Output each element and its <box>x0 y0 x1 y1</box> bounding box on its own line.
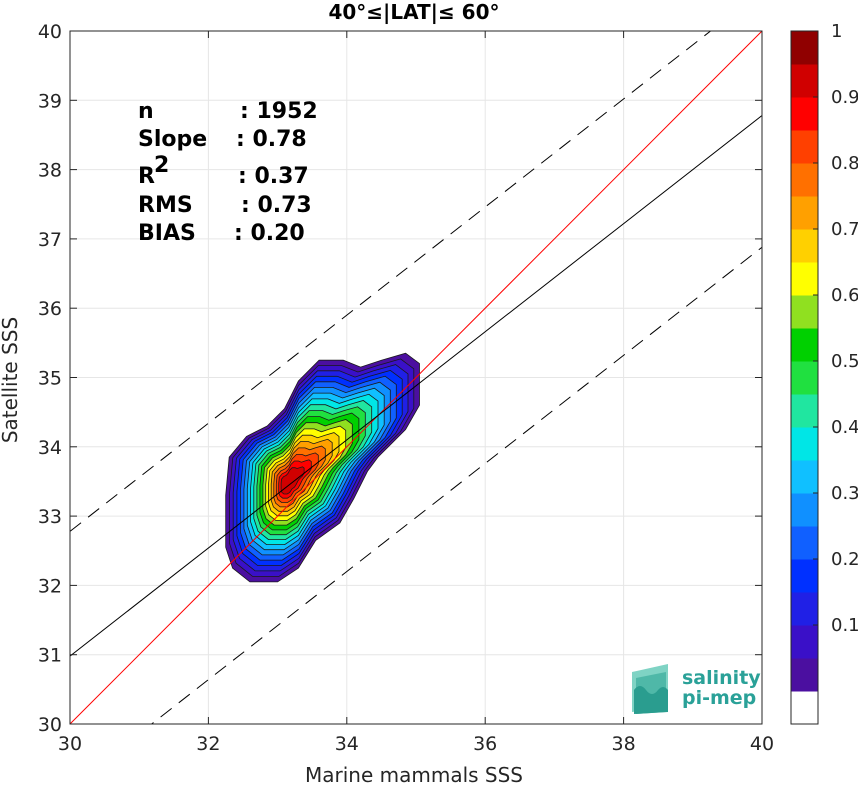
y-tick-label: 36 <box>38 298 62 320</box>
colorbar-segment <box>791 460 818 494</box>
colorbar-segment <box>791 493 818 527</box>
x-tick-label: 40 <box>750 733 774 755</box>
colorbar-tick-label: 0.8 <box>831 153 858 174</box>
colorbar-tick-label: 0.4 <box>831 417 858 438</box>
y-tick-label: 33 <box>38 506 62 528</box>
line-upper-bound <box>70 31 712 532</box>
y-axis: 30 31 32 33 34 35 36 37 38 39 40 <box>38 21 762 736</box>
y-tick-label: 35 <box>38 368 62 390</box>
colorbar-segment <box>791 328 818 362</box>
chart-title: 40°≤|LAT|≤ 60° <box>328 0 499 24</box>
stat-label: RMS <box>138 193 193 218</box>
y-tick-label: 32 <box>38 575 62 597</box>
colorbar: 0.1 0.2 0.3 0.4 0.5 0.6 0.7 0.8 0.9 1 <box>790 21 858 725</box>
colorbar-segment <box>791 295 818 329</box>
colorbar-segment <box>791 31 818 65</box>
logo-line1: salinity <box>682 667 761 689</box>
stat-value: : 0.78 <box>236 127 307 152</box>
y-tick-label: 39 <box>38 90 62 112</box>
stat-value: : 0.37 <box>238 164 309 189</box>
x-tick-label: 30 <box>58 733 82 755</box>
colorbar-segment <box>791 559 818 593</box>
x-axis-label: Marine mammals SSS <box>305 763 523 786</box>
y-axis-label: Satellite SSS <box>0 317 22 443</box>
colorbar-segment <box>791 196 818 230</box>
salinity-pimep-logo: salinity pi-mep <box>632 664 761 714</box>
y-tick-label: 30 <box>38 714 62 736</box>
colorbar-tick-label: 0.6 <box>831 285 858 306</box>
stat-value: : 0.73 <box>241 193 312 218</box>
colorbar-segment <box>791 229 818 263</box>
colorbar-segment <box>791 691 818 725</box>
line-one-to-one <box>70 31 762 724</box>
colorbar-segment <box>791 262 818 296</box>
y-tick-label: 31 <box>38 645 62 667</box>
x-axis: 30 32 34 36 38 40 <box>58 31 774 755</box>
colorbar-segment <box>791 361 818 395</box>
stats-box: n : 1952 Slope : 0.78 R 2 : 0.37 RMS : 0.73 BIAS:… <box>138 99 318 246</box>
stat-label: BIAS <box>138 221 196 246</box>
stat-label: n <box>138 99 154 124</box>
grid <box>69 30 763 725</box>
stat-label: Slope <box>138 127 207 152</box>
x-tick-label: 36 <box>473 733 497 755</box>
colorbar-segment <box>791 64 818 98</box>
line-lower-bound <box>150 246 762 724</box>
line-regression <box>70 115 762 657</box>
colorbar-frame <box>790 30 819 725</box>
colorbar-tick-label: 0.9 <box>831 87 858 108</box>
colorbar-segment <box>791 526 818 560</box>
colorbar-tick-label: 0.2 <box>831 549 858 570</box>
stat-value: : 0.20 <box>234 221 305 246</box>
colorbar-segment <box>791 394 818 428</box>
colorbar-segment <box>791 658 818 692</box>
y-tick-label: 34 <box>38 437 62 459</box>
colorbar-segment <box>791 163 818 197</box>
y-tick-label: 38 <box>38 160 62 182</box>
x-tick-label: 34 <box>335 733 359 755</box>
colorbar-tick-label: 0.7 <box>831 219 858 240</box>
colorbar-tick-label: 0.3 <box>831 483 858 504</box>
x-tick-label: 38 <box>612 733 636 755</box>
logo-icon <box>632 664 668 714</box>
colorbar-segment <box>791 625 818 659</box>
stat-label: R <box>138 164 155 189</box>
colorbar-segment <box>791 97 818 131</box>
x-tick-label: 32 <box>196 733 220 755</box>
y-tick-label: 37 <box>38 229 62 251</box>
colorbar-segment <box>791 427 818 461</box>
colorbar-segment <box>791 130 818 164</box>
reference-lines <box>70 31 762 724</box>
stat-value: : 1952 <box>240 99 318 124</box>
colorbar-tick-label: 0.5 <box>831 351 858 372</box>
colorbar-tick-label: 0.1 <box>831 615 858 636</box>
y-tick-label: 40 <box>38 21 62 43</box>
colorbar-segment <box>791 592 818 626</box>
logo-line2: pi-mep <box>682 687 756 709</box>
colorbar-tick-label: 1 <box>831 21 842 42</box>
stat-superscript: 2 <box>154 153 169 178</box>
